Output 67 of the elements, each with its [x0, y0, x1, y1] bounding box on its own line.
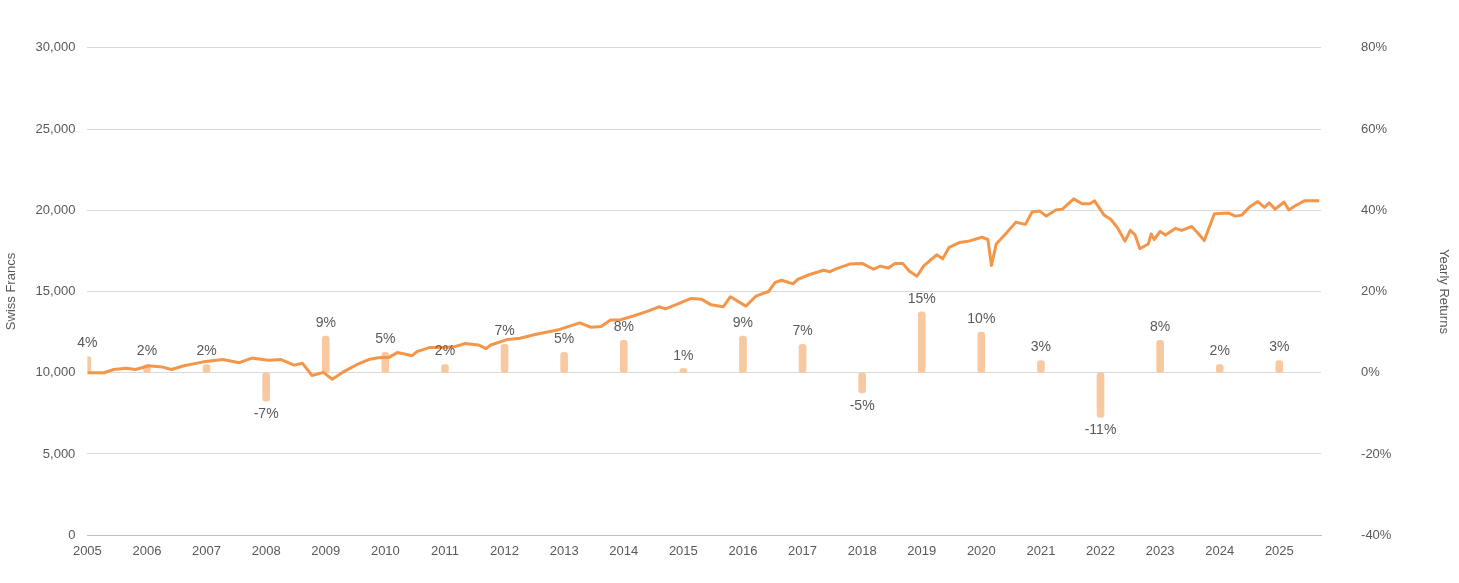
y2-tick-label: 0%: [1361, 364, 1381, 380]
data-label: -11%: [1084, 421, 1117, 438]
data-label: 15%: [907, 289, 936, 306]
bar: [917, 311, 926, 374]
x-tick-label: 2012: [490, 542, 520, 558]
data-label: 2%: [136, 342, 158, 359]
x-tick-label: 2016: [728, 542, 758, 558]
bar: [321, 335, 330, 374]
y2-tick-label: -40%: [1361, 526, 1392, 542]
x-tick-label: 2005: [72, 542, 102, 558]
data-label: 9%: [732, 314, 754, 331]
x-tick-label: 2006: [132, 542, 162, 558]
data-label: 4%: [77, 334, 98, 351]
x-tick-label: 2009: [311, 542, 341, 558]
bar: [977, 331, 986, 374]
data-label: 8%: [1150, 318, 1171, 335]
x-tick-label: 2022: [1086, 542, 1115, 558]
x-tick-label: 2013: [549, 542, 579, 558]
bar: [262, 372, 270, 402]
y-tick-label: 30,000: [35, 39, 76, 55]
y-tick-label: 0: [68, 526, 76, 542]
x-tick-label: 2024: [1205, 542, 1235, 558]
data-label: 9%: [315, 314, 336, 331]
y2-tick-label: -20%: [1361, 445, 1392, 461]
x-tick-label: 2014: [609, 542, 639, 558]
x-tick-label: 2008: [251, 542, 281, 558]
data-label: 5%: [554, 330, 575, 347]
y2-tick-label: 20%: [1361, 283, 1388, 299]
y-tick-label: 5,000: [42, 445, 76, 461]
data-label: 3%: [1269, 338, 1290, 355]
x-tick-label: 2019: [907, 542, 937, 558]
bar: [798, 343, 807, 374]
bar: [500, 343, 509, 374]
y2-tick-label: 40%: [1361, 201, 1388, 217]
y-tick-label: 20,000: [35, 201, 76, 217]
y2-axis-title: Yearly Returns: [1436, 249, 1452, 335]
x-tick-label: 2018: [847, 542, 877, 558]
data-label: -7%: [253, 405, 279, 422]
data-label: 2%: [1209, 342, 1230, 359]
y-axis-title: Swiss Francs: [3, 252, 19, 331]
data-label: 7%: [494, 322, 515, 339]
x-tick-label: 2015: [668, 542, 698, 558]
bar: [619, 339, 628, 374]
data-label: 5%: [375, 330, 396, 347]
y2-tick-label: 60%: [1361, 120, 1388, 136]
data-label: 3%: [1030, 338, 1052, 355]
bar: [1156, 339, 1164, 374]
data-label: 7%: [792, 322, 813, 339]
data-label: 10%: [967, 309, 996, 326]
x-tick-label: 2020: [966, 542, 996, 558]
x-tick-label: 2010: [370, 542, 400, 558]
data-label: 1%: [673, 346, 694, 363]
y-tick-label: 25,000: [35, 120, 76, 136]
data-label: 8%: [613, 318, 634, 335]
x-tick-label: 2021: [1026, 542, 1056, 558]
y2-tick-label: 80%: [1361, 39, 1388, 55]
data-label: -5%: [849, 396, 875, 413]
bar: [739, 335, 747, 374]
y-tick-label: 15,000: [35, 283, 76, 299]
bar: [1096, 372, 1105, 418]
y-tick-label: 10,000: [35, 364, 76, 380]
data-label: 2%: [196, 342, 217, 359]
x-tick-label: 2007: [192, 542, 222, 558]
x-tick-label: 2011: [430, 542, 459, 558]
x-tick-label: 2023: [1145, 542, 1175, 558]
x-tick-label: 2025: [1264, 542, 1294, 558]
x-tick-label: 2017: [788, 542, 818, 558]
